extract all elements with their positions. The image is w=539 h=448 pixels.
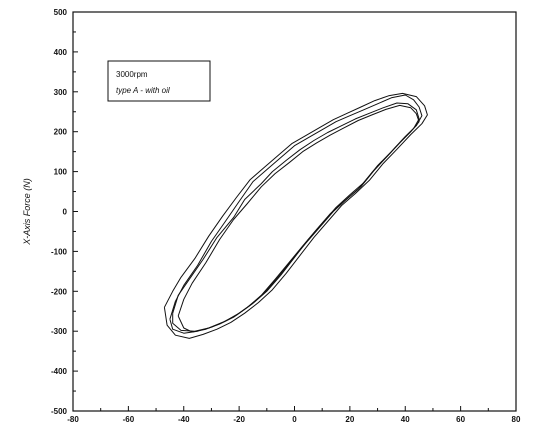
- legend-entry-type: type A - with oil: [116, 86, 170, 95]
- series-layer: [163, 92, 428, 339]
- y-tick-label: 0: [63, 208, 68, 217]
- y-tick-label: -400: [51, 367, 68, 376]
- y-tick-label: -500: [51, 407, 68, 416]
- x-tick-label: 20: [345, 415, 354, 424]
- legend-box: [107, 60, 211, 102]
- x-tick-label: -20: [233, 415, 245, 424]
- x-tick-label: -40: [178, 415, 190, 424]
- series-line-4: [177, 104, 420, 333]
- legend: 3000rpm type A - with oil: [107, 60, 211, 102]
- series-line-3: [163, 92, 428, 339]
- legend-entry-speed: 3000rpm: [116, 70, 148, 79]
- y-tick-label: -100: [51, 247, 68, 256]
- x-tick-label: 0: [292, 415, 297, 424]
- y-tick-label: -300: [51, 327, 68, 336]
- x-tick-label: -80: [67, 415, 79, 424]
- y-tick-label: 100: [54, 168, 68, 177]
- y-axis-label: X-Axis Force (N): [22, 178, 32, 246]
- y-tick-label: -200: [51, 287, 68, 296]
- y-tick-label: 500: [54, 8, 68, 17]
- series-line-2: [172, 102, 420, 332]
- series-line-1: [169, 94, 423, 334]
- x-tick-label: 40: [401, 415, 410, 424]
- x-tick-label: -60: [123, 415, 135, 424]
- x-tick-label: 60: [456, 415, 465, 424]
- x-tick-label: 80: [512, 415, 521, 424]
- y-tick-label: 300: [54, 88, 68, 97]
- y-tick-label: 400: [54, 48, 68, 57]
- y-tick-label: 200: [54, 128, 68, 137]
- ticks-layer: -80 -60 -40 -20 0 20 40 60 80-500-400-300-200-10…: [51, 8, 521, 424]
